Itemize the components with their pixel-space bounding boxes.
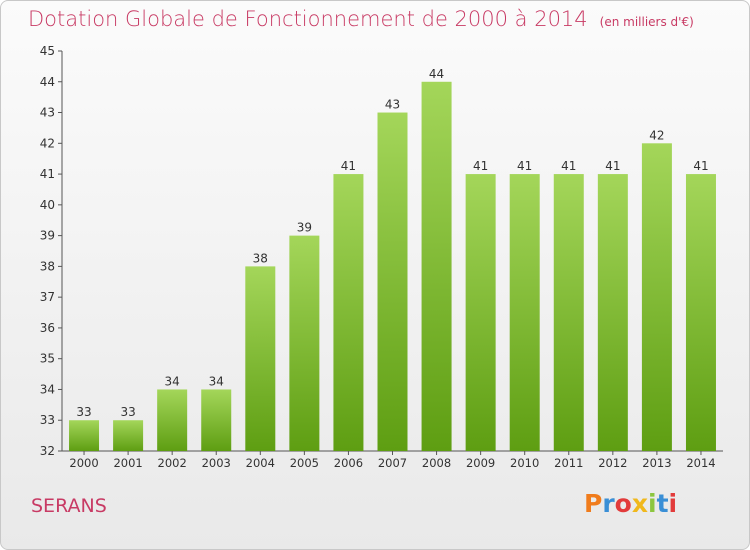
bar xyxy=(113,420,144,451)
x-tick-label: 2004 xyxy=(246,456,275,470)
bar xyxy=(157,389,188,451)
bar xyxy=(333,174,364,452)
bar-value-label: 41 xyxy=(341,159,356,173)
y-tick-label: 34 xyxy=(40,382,55,396)
x-tick-label: 2007 xyxy=(378,456,407,470)
x-tick-label: 2005 xyxy=(290,456,319,470)
bar-value-label: 41 xyxy=(473,159,488,173)
bar xyxy=(421,81,452,452)
bar xyxy=(289,235,320,451)
proxiti-logo: Proxiti xyxy=(584,489,677,518)
y-tick-label: 44 xyxy=(40,75,55,89)
y-tick-label: 40 xyxy=(40,198,55,212)
logo-letter: r xyxy=(602,489,615,518)
y-tick-label: 37 xyxy=(40,290,55,304)
bar xyxy=(377,112,408,452)
y-tick-label: 42 xyxy=(40,136,55,150)
y-tick-label: 43 xyxy=(40,106,55,120)
y-tick-label: 36 xyxy=(40,321,55,335)
logo-letter: i xyxy=(648,489,657,518)
bar-value-label: 41 xyxy=(693,159,708,173)
y-tick-label: 39 xyxy=(40,229,55,243)
x-tick-label: 2013 xyxy=(642,456,671,470)
bar xyxy=(685,174,716,452)
x-tick-label: 2001 xyxy=(113,456,142,470)
bar xyxy=(201,389,232,451)
bar-value-label: 34 xyxy=(209,374,224,388)
y-tick-label: 33 xyxy=(40,413,55,427)
x-tick-label: 2012 xyxy=(598,456,627,470)
x-tick-label: 2011 xyxy=(554,456,583,470)
logo-letter: P xyxy=(584,489,603,518)
y-tick-label: 32 xyxy=(40,444,55,458)
bar-value-label: 33 xyxy=(76,405,91,419)
bar-value-label: 44 xyxy=(429,67,444,81)
bar-value-label: 34 xyxy=(165,374,180,388)
logo-letter: i xyxy=(668,489,678,518)
bar xyxy=(509,174,540,452)
x-tick-label: 2014 xyxy=(686,456,715,470)
bar-value-label: 41 xyxy=(561,159,576,173)
x-tick-label: 2006 xyxy=(334,456,363,470)
bar-value-label: 43 xyxy=(385,98,400,112)
bar xyxy=(641,143,672,452)
y-tick-label: 45 xyxy=(40,44,55,58)
logo-letter: x xyxy=(631,489,648,518)
bar-value-label: 41 xyxy=(517,159,532,173)
x-tick-label: 2009 xyxy=(466,456,495,470)
bar xyxy=(553,174,584,452)
x-tick-label: 2002 xyxy=(158,456,187,470)
chart-title-block: Dotation Globale de Fonctionnement de 20… xyxy=(28,7,694,31)
x-tick-label: 2010 xyxy=(510,456,539,470)
bar-value-label: 42 xyxy=(649,128,664,142)
bar-value-label: 38 xyxy=(253,251,268,265)
logo-letter: t xyxy=(656,489,669,518)
bar xyxy=(597,174,628,452)
town-name: SERANS xyxy=(31,495,107,517)
chart-title: Dotation Globale de Fonctionnement de 20… xyxy=(28,7,588,31)
bar-value-label: 39 xyxy=(297,221,312,235)
bar-value-label: 41 xyxy=(605,159,620,173)
chart-unit-note: (en milliers d'€) xyxy=(599,15,694,29)
y-tick-label: 41 xyxy=(40,167,55,181)
bar xyxy=(465,174,496,452)
x-tick-label: 2000 xyxy=(69,456,98,470)
x-tick-label: 2003 xyxy=(202,456,231,470)
y-tick-label: 38 xyxy=(40,259,55,273)
bar-value-label: 33 xyxy=(120,405,135,419)
x-tick-label: 2008 xyxy=(422,456,451,470)
bar xyxy=(69,420,100,451)
y-tick-label: 35 xyxy=(40,352,55,366)
bar xyxy=(245,266,276,451)
logo-letter: o xyxy=(614,489,632,518)
